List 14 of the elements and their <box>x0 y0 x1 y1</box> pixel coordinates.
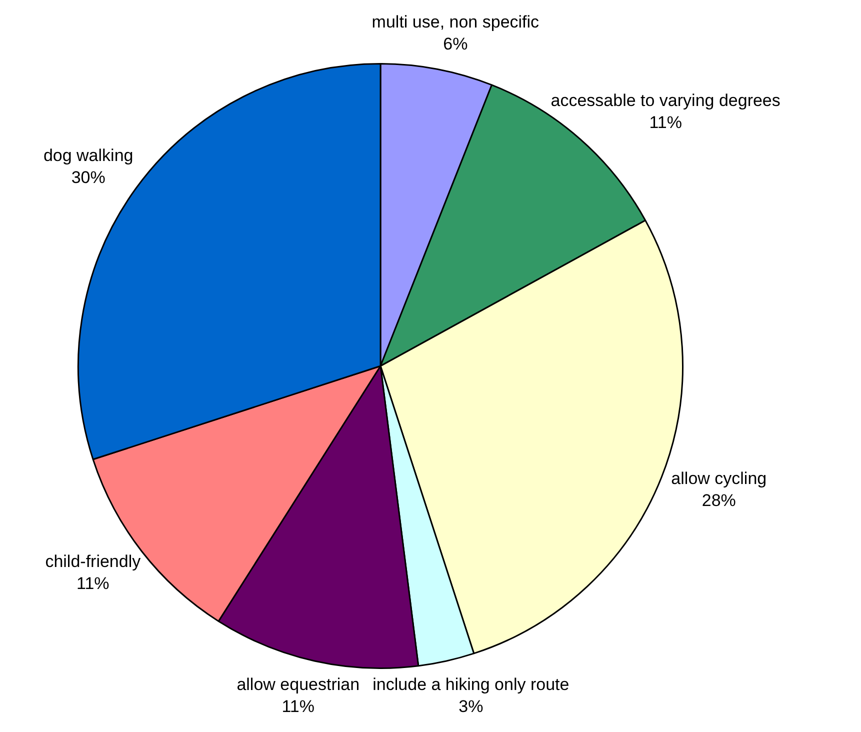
slice-label: allow equestrian <box>236 674 360 694</box>
data-label: 11% <box>649 112 682 132</box>
data-label: 30% <box>71 168 106 187</box>
slice-label: dog walking <box>43 146 134 165</box>
data-label: 3% <box>458 696 484 716</box>
data-label: 6% <box>443 34 468 54</box>
data-label: 28% <box>702 491 736 510</box>
slice-label: child-friendly <box>45 552 142 572</box>
data-label: 11% <box>282 696 314 716</box>
slice-label: accessable to varying degrees <box>550 90 780 110</box>
data-label: 11% <box>76 574 110 594</box>
slice-label: multi use, non specific <box>372 12 540 32</box>
slice-label: allow cycling <box>671 469 767 488</box>
slice-label: include a hiking only route <box>372 674 570 694</box>
